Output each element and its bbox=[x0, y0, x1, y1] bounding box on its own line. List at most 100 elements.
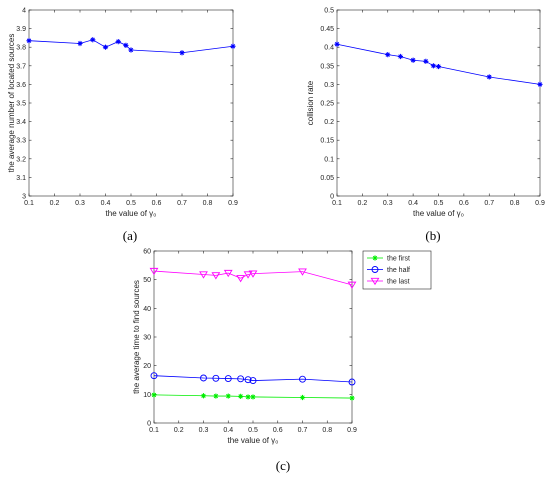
legend-entry: the last bbox=[367, 277, 410, 286]
y-tick-label: 3.2 bbox=[16, 156, 26, 163]
y-tick-label: 0.5 bbox=[324, 8, 334, 15]
data-point bbox=[211, 272, 221, 280]
y-tick-label: 0.1 bbox=[324, 156, 334, 163]
series-the-half bbox=[150, 372, 356, 386]
y-tick-label: 4 bbox=[22, 8, 26, 15]
series-line bbox=[153, 270, 353, 286]
legend-label: the first bbox=[387, 256, 410, 263]
data-point bbox=[199, 271, 208, 279]
x-tick-label: 0.3 bbox=[383, 200, 393, 207]
data-point bbox=[334, 41, 340, 47]
data-point bbox=[397, 53, 404, 60]
x-tick-label: 0.6 bbox=[459, 200, 469, 207]
y-tick-label: 30 bbox=[143, 335, 151, 342]
data-point bbox=[243, 271, 253, 279]
data-point bbox=[250, 394, 256, 400]
series-the-first bbox=[151, 392, 355, 401]
data-point bbox=[223, 269, 233, 278]
y-tick-label: 0.05 bbox=[320, 175, 334, 182]
data-point bbox=[151, 392, 157, 398]
y-tick-label: 3.7 bbox=[16, 63, 26, 70]
chart-c: 0.1 0.2 0.3 0.4 0.5 0.6 0.7 0.8 0.9 0 10 20 30 40 50 60… bbox=[132, 249, 432, 473]
data-point bbox=[225, 393, 231, 399]
x-tick-label: 0.2 bbox=[50, 200, 60, 207]
data-point bbox=[249, 377, 257, 385]
x-tick-label: 0.2 bbox=[174, 427, 184, 434]
x-tick-label: 0.8 bbox=[510, 200, 520, 207]
data-point bbox=[115, 39, 121, 45]
x-axis-label: the value of γ₀ bbox=[228, 436, 279, 445]
x-tick-label: 0.9 bbox=[535, 200, 545, 207]
x-tick-label: 0.4 bbox=[408, 200, 418, 207]
data-point bbox=[150, 372, 158, 380]
x-tick-label: 0.5 bbox=[126, 200, 136, 207]
x-axis-label: the value of γ₀ bbox=[413, 209, 464, 218]
chart-b: 0.1 0.2 0.3 0.4 0.5 0.6 0.7 0.8 0.9 0 0.05 0.1 0.15 0… bbox=[306, 8, 545, 244]
data-point bbox=[26, 38, 32, 44]
data-point bbox=[410, 57, 416, 63]
legend-label: the half bbox=[387, 267, 410, 274]
x-tick-label: 0.4 bbox=[223, 427, 233, 434]
y-tick-label: 0.35 bbox=[320, 63, 334, 70]
y-tick-label: 3.8 bbox=[16, 45, 26, 52]
data-point bbox=[537, 81, 543, 87]
data-point bbox=[298, 268, 307, 276]
x-tick-label: 0.6 bbox=[152, 200, 162, 207]
y-tick-label: 0.25 bbox=[320, 101, 334, 108]
data-point bbox=[90, 37, 96, 43]
y-tick-label: 0.45 bbox=[320, 26, 334, 33]
y-tick-label: 3.5 bbox=[16, 101, 26, 108]
data-point bbox=[123, 42, 129, 48]
x-tick-label: 0.7 bbox=[298, 427, 308, 434]
x-tick-label: 0.3 bbox=[75, 200, 85, 207]
y-tick-label: 3 bbox=[22, 194, 26, 201]
panel-caption: (b) bbox=[425, 228, 440, 243]
data-point bbox=[213, 393, 219, 399]
y-tick-label: 0.4 bbox=[324, 45, 334, 52]
legend-marker bbox=[371, 266, 379, 273]
x-tick-label: 0.5 bbox=[248, 427, 258, 434]
x-tick-label: 0.8 bbox=[322, 427, 332, 434]
y-tick-label: 0 bbox=[330, 194, 334, 201]
x-tick-label: 0.2 bbox=[358, 200, 368, 207]
data-point bbox=[423, 58, 429, 64]
y-tick-label: 3.6 bbox=[16, 82, 26, 89]
x-tick-label: 0.6 bbox=[273, 427, 283, 434]
x-tick-label: 0.7 bbox=[177, 200, 187, 207]
y-tick-label: 10 bbox=[143, 392, 151, 399]
y-axis-label: the average time to find sources bbox=[132, 280, 141, 394]
data-point bbox=[224, 375, 232, 383]
plot-area-a bbox=[28, 9, 234, 197]
data-point bbox=[248, 270, 258, 278]
y-axis-label: the average number of located sources bbox=[7, 34, 16, 173]
y-tick-label: 60 bbox=[143, 249, 151, 256]
y-tick-label: 3.4 bbox=[16, 119, 26, 126]
y-axis-label: collision rate bbox=[306, 80, 315, 125]
data-point bbox=[238, 393, 244, 399]
series-line bbox=[153, 375, 353, 383]
data-point bbox=[349, 395, 355, 401]
legend-entry: the first bbox=[367, 255, 410, 263]
data-point bbox=[128, 47, 134, 53]
legend-marker bbox=[372, 255, 378, 261]
y-tick-label: 0.3 bbox=[324, 82, 334, 89]
legend-marker bbox=[370, 277, 380, 286]
x-tick-label: 0.1 bbox=[24, 200, 34, 207]
series-0 bbox=[334, 41, 543, 87]
data-point bbox=[149, 267, 159, 276]
data-point bbox=[299, 375, 306, 383]
series-0 bbox=[26, 37, 236, 56]
y-tick-label: 50 bbox=[143, 277, 151, 284]
panel-caption: (c) bbox=[276, 458, 290, 473]
y-tick-label: 40 bbox=[143, 306, 151, 313]
data-point bbox=[435, 63, 442, 70]
data-point bbox=[102, 44, 109, 50]
legend-label: the last bbox=[387, 279, 410, 286]
x-tick-label: 0.3 bbox=[199, 427, 209, 434]
x-tick-label: 0.9 bbox=[347, 427, 357, 434]
data-point bbox=[244, 376, 252, 384]
x-tick-label: 0.1 bbox=[332, 200, 342, 207]
data-point bbox=[245, 394, 251, 400]
x-tick-label: 0.7 bbox=[484, 200, 494, 207]
data-point bbox=[299, 394, 306, 401]
